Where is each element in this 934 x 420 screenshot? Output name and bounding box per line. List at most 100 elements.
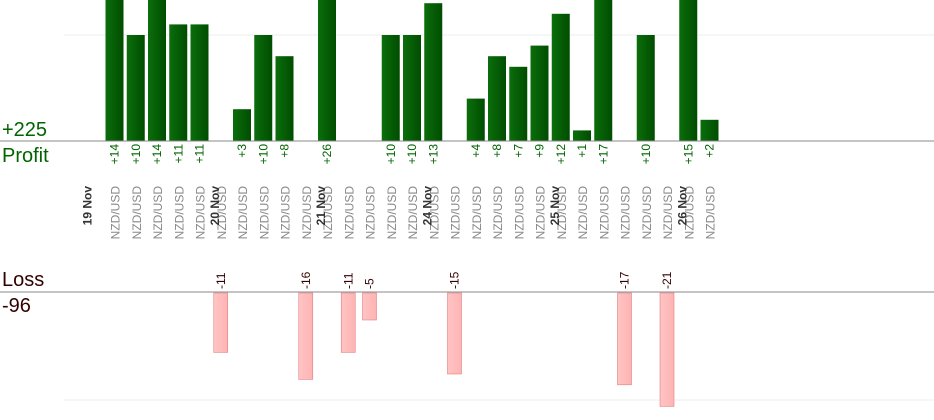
- profit-bars: [105, 0, 719, 142]
- profit-value-label: +15: [681, 144, 695, 165]
- profit-bar: [318, 0, 336, 141]
- pair-label: NZD/USD: [194, 186, 208, 240]
- pair-label: NZD/USD: [661, 186, 675, 240]
- pair-label: NZD/USD: [151, 186, 165, 240]
- profit-bar: [509, 66, 528, 141]
- profit-bar: [488, 56, 506, 142]
- loss-value-label: -17: [618, 271, 632, 289]
- profit-value-label: +11: [193, 144, 207, 164]
- profit-bar: [190, 24, 209, 141]
- profit-total: +225: [2, 119, 48, 141]
- pair-label: NZD/USD: [512, 186, 526, 240]
- pair-label: NZD/USD: [321, 186, 335, 240]
- pair-label: NZD/USD: [342, 186, 356, 240]
- pair-label: NZD/USD: [555, 186, 569, 240]
- pair-label: NZD/USD: [257, 186, 271, 240]
- loss-value-label: -11: [214, 272, 228, 289]
- profit-value-label: +7: [511, 144, 525, 158]
- profit-value-label: +17: [596, 144, 610, 165]
- profit-bar: [403, 35, 421, 141]
- pair-label: NZD/USD: [236, 186, 250, 240]
- profit-value-label: +9: [533, 144, 547, 158]
- pair-label: NZD/USD: [215, 186, 229, 240]
- profit-bar: [679, 0, 698, 141]
- loss-bar: [298, 292, 314, 380]
- loss-total: -96: [2, 295, 31, 317]
- profit-bar: [530, 45, 549, 141]
- profit-bar: [169, 24, 188, 141]
- profit-value-label: +10: [384, 144, 398, 165]
- loss-value-label: -16: [299, 271, 313, 289]
- profit-bar: [573, 130, 591, 141]
- pair-label: NZD/USD: [427, 186, 441, 240]
- pair-label: NZD/USD: [172, 186, 186, 240]
- profit-bar: [466, 98, 485, 141]
- profit-value-label: +1: [575, 144, 589, 158]
- loss-value-label: -15: [448, 271, 462, 289]
- profit-value-label: +8: [490, 144, 504, 158]
- profit-value-label: +11: [171, 144, 185, 164]
- profit-value-label: +12: [554, 144, 568, 165]
- pair-label: NZD/USD: [449, 186, 463, 240]
- profit-bar: [594, 0, 613, 141]
- loss-bars: [213, 292, 675, 407]
- pair-label: NZD/USD: [491, 186, 505, 240]
- profit-value-label: +26: [320, 144, 334, 165]
- loss-bar: [340, 292, 356, 353]
- pair-label: NZD/USD: [534, 186, 548, 240]
- profit-bar: [700, 119, 719, 141]
- pair-label: NZD/USD: [704, 186, 718, 240]
- profit-bar: [126, 35, 145, 141]
- profit-bar: [105, 0, 124, 141]
- pair-labels: NZD/USD NZD/USD NZD/USD NZD/USD NZD/USD NZD/U…: [109, 186, 718, 240]
- profit-value-label: +3: [235, 144, 249, 158]
- date-label: 26 Nov: [675, 186, 689, 226]
- loss-value-label: -5: [363, 278, 377, 289]
- loss-value-labels: -11 -16 -11 -5 -15 -17 -21: [214, 271, 674, 289]
- loss-bar: [617, 292, 632, 386]
- loss-value-label: -11: [341, 272, 355, 289]
- profit-value-label: +4: [469, 144, 483, 158]
- profit-bar: [381, 35, 400, 141]
- pair-label: NZD/USD: [640, 186, 654, 240]
- pair-label: NZD/USD: [279, 186, 293, 240]
- pair-label: NZD/USD: [682, 186, 696, 240]
- profit-value-labels: +14 +10 +14 +11 +11 +3 +10 +8 +26 +10 +10 +13 +4 +8 +7…: [108, 144, 717, 165]
- pair-label: NZD/USD: [109, 186, 123, 240]
- profit-value-label: +10: [639, 144, 653, 165]
- date-label: 21 Nov: [314, 186, 328, 226]
- pair-label: NZD/USD: [470, 186, 484, 240]
- profit-bar: [233, 109, 251, 141]
- date-label: 19 Nov: [80, 186, 94, 226]
- profit-bar: [424, 3, 443, 142]
- pair-label: NZD/USD: [385, 186, 399, 240]
- profit-bar: [275, 56, 294, 142]
- profit-value-label: +2: [703, 144, 717, 158]
- date-label: 24 Nov: [420, 186, 434, 226]
- date-labels: 19 Nov 20 Nov 21 Nov 24 Nov 25 Nov 26 Nov: [80, 186, 689, 226]
- pair-label: NZD/USD: [619, 186, 633, 240]
- profit-value-label: +10: [256, 144, 270, 165]
- pair-label: NZD/USD: [364, 186, 378, 240]
- profit-value-label: +14: [108, 144, 122, 165]
- profit-value-label: +13: [426, 144, 440, 165]
- profit-bar: [636, 35, 655, 141]
- loss-bar: [213, 292, 229, 353]
- profit-value-label: +8: [278, 144, 292, 158]
- date-label: 25 Nov: [548, 186, 562, 226]
- date-label: 20 Nov: [208, 186, 222, 226]
- loss-bar: [659, 292, 675, 407]
- profit-value-label: +10: [405, 144, 419, 165]
- loss-bar: [362, 292, 377, 321]
- pair-label: NZD/USD: [130, 186, 144, 240]
- loss-value-label: -21: [660, 271, 674, 289]
- pair-label: NZD/USD: [406, 186, 420, 240]
- pair-label: NZD/USD: [300, 186, 314, 240]
- pair-label: NZD/USD: [576, 186, 590, 240]
- profit-value-label: +10: [129, 144, 143, 165]
- profit-bar: [551, 13, 570, 141]
- profit-bar: [148, 0, 166, 141]
- profit-value-label: +14: [150, 144, 164, 165]
- loss-label: Loss: [2, 269, 45, 291]
